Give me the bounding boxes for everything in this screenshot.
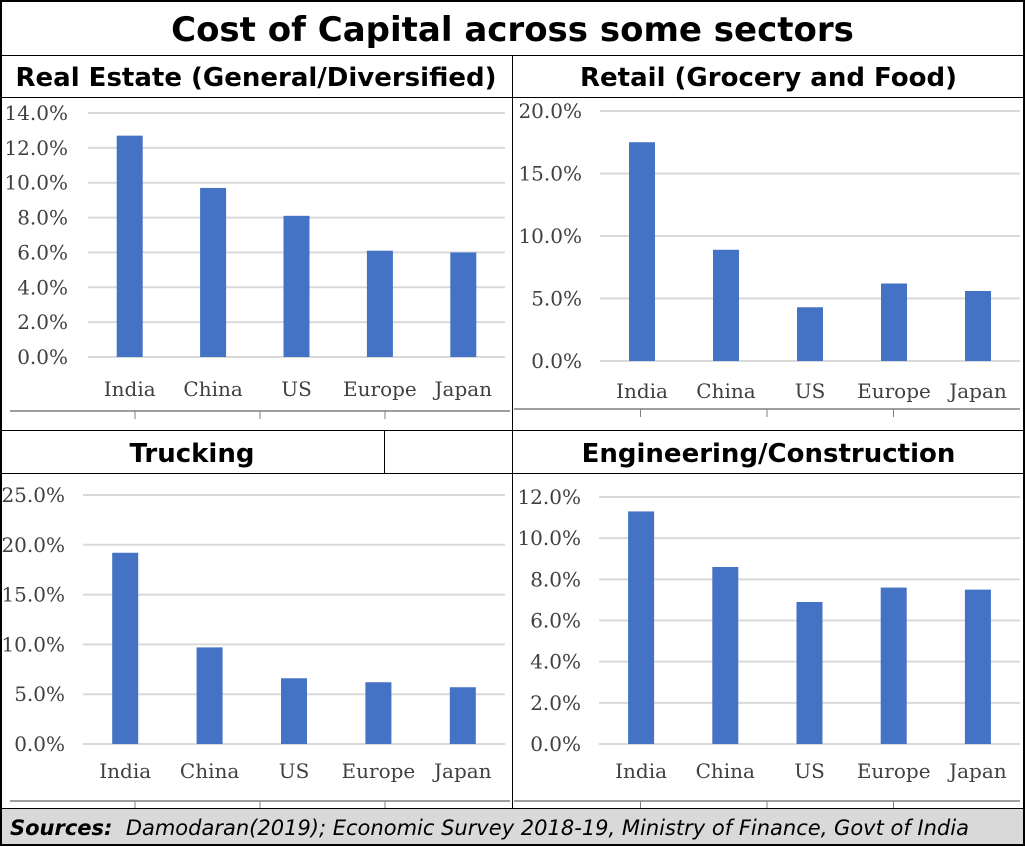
y-tick-label: 20.0%	[518, 99, 582, 123]
middle-divider	[0, 430, 1025, 431]
y-tick-label: 12.0%	[4, 136, 68, 160]
panel-4-title-underline	[512, 473, 1025, 474]
x-tick-label: US	[279, 759, 310, 783]
x-tick-label: India	[99, 759, 151, 783]
x-tick-label: US	[794, 759, 825, 783]
bar-europe	[881, 283, 907, 361]
y-tick-label: 0.0%	[531, 349, 582, 373]
x-tick-label: China	[183, 377, 242, 401]
bar-europe	[365, 682, 392, 744]
bar-japan	[450, 252, 477, 357]
panel-title-engineering: Engineering/Construction	[581, 439, 956, 469]
y-tick-label: 5.0%	[531, 287, 582, 311]
bar-us	[283, 215, 310, 357]
panel-title-real-estate: Real Estate (General/Diversified)	[15, 63, 497, 93]
y-tick-label: 5.0%	[14, 682, 65, 706]
panel-1-title-underline	[0, 97, 512, 98]
panel-3-title-underline	[0, 473, 512, 474]
bar-india	[116, 135, 143, 357]
bar-india	[112, 552, 139, 744]
y-tick-label: 4.0%	[17, 275, 68, 299]
panel-2-title-underline	[512, 97, 1025, 98]
y-tick-label: 10.0%	[4, 171, 68, 195]
bar-us	[796, 601, 823, 744]
y-tick-label: 2.0%	[530, 691, 581, 715]
bar-china	[712, 566, 739, 744]
y-tick-label: 0.0%	[530, 732, 581, 756]
y-tick-label: 10.0%	[517, 526, 581, 550]
x-tick-label: China	[696, 379, 755, 403]
sources-text: Damodaran(2019); Economic Survey 2018-19…	[125, 816, 969, 840]
x-tick-label: US	[795, 379, 826, 403]
y-tick-label: 6.0%	[530, 609, 581, 633]
panel-3-title-edge	[384, 430, 385, 473]
bar-japan	[964, 589, 991, 744]
y-tick-label: 14.0%	[4, 101, 68, 125]
bar-japan	[965, 291, 991, 361]
y-tick-label: 10.0%	[518, 224, 582, 248]
bar-china	[200, 187, 227, 357]
bar-india	[628, 511, 655, 744]
x-tick-label: China	[180, 759, 239, 783]
x-tick-label: Europe	[857, 379, 931, 403]
x-tick-label: Japan	[947, 759, 1007, 783]
y-tick-label: 8.0%	[17, 206, 68, 230]
sources-note: Sources: Damodaran(2019); Economic Surve…	[2, 808, 1023, 844]
x-tick-label: Japan	[432, 759, 492, 783]
x-tick-label: Europe	[343, 377, 417, 401]
bar-us	[281, 678, 307, 744]
x-tick-label: Japan	[433, 377, 493, 401]
x-tick-label: US	[281, 377, 312, 401]
y-tick-label: 2.0%	[17, 310, 68, 334]
y-tick-label: 0.0%	[17, 345, 68, 369]
panel-title-retail: Retail (Grocery and Food)	[580, 63, 957, 93]
x-tick-label: India	[616, 379, 668, 403]
sources-label: Sources:	[10, 816, 113, 840]
bar-india	[629, 142, 655, 361]
bar-us	[797, 307, 823, 361]
y-tick-label: 4.0%	[530, 650, 581, 674]
x-tick-label: India	[104, 377, 156, 401]
x-tick-label: India	[615, 759, 667, 783]
y-tick-label: 15.0%	[1, 583, 65, 607]
bar-china	[196, 647, 223, 744]
bar-japan	[449, 687, 476, 744]
x-tick-label: Europe	[342, 759, 416, 783]
x-tick-label: Europe	[857, 759, 931, 783]
y-tick-label: 8.0%	[530, 567, 581, 591]
x-tick-label: China	[696, 759, 755, 783]
y-tick-label: 25.0%	[1, 483, 65, 507]
y-tick-label: 10.0%	[1, 632, 65, 656]
figure-title: Cost of Capital across some sectors	[0, 0, 1025, 56]
panel-title-trucking: Trucking	[129, 439, 255, 469]
center-divider	[512, 56, 513, 808]
y-tick-label: 6.0%	[17, 240, 68, 264]
y-tick-label: 12.0%	[517, 485, 581, 509]
bar-europe	[880, 587, 907, 744]
y-tick-label: 0.0%	[14, 732, 65, 756]
bar-europe	[366, 250, 393, 357]
y-tick-label: 15.0%	[518, 162, 582, 186]
y-tick-label: 20.0%	[1, 533, 65, 557]
bar-china	[713, 249, 739, 361]
x-tick-label: Japan	[947, 379, 1007, 403]
